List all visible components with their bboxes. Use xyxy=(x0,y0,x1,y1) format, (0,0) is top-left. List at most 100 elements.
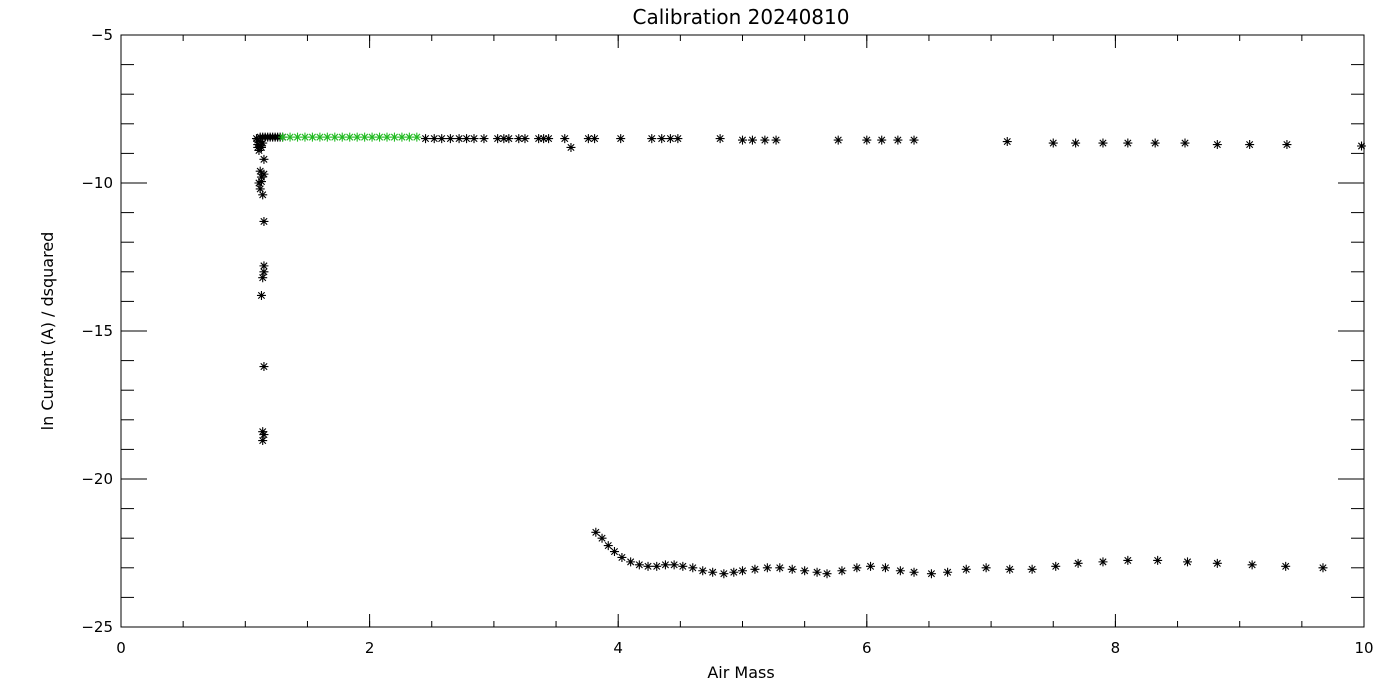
data-point-1 xyxy=(652,561,662,571)
data-point-1 xyxy=(597,533,607,543)
data-point-2 xyxy=(360,132,370,142)
data-point-1 xyxy=(634,560,644,570)
data-point-1 xyxy=(833,135,843,145)
data-point-1 xyxy=(678,561,688,571)
x-tick-label: 0 xyxy=(116,639,126,657)
data-point-1 xyxy=(499,134,509,144)
data-point-1 xyxy=(1318,563,1328,573)
data-point-1 xyxy=(698,566,708,576)
data-point-1 xyxy=(1180,138,1190,148)
data-point-1 xyxy=(258,190,268,200)
data-point-1 xyxy=(591,527,601,537)
data-point-1 xyxy=(258,138,268,148)
data-point-1 xyxy=(1071,138,1081,148)
data-point-1 xyxy=(877,135,887,145)
data-point-1 xyxy=(961,564,971,574)
data-point-1 xyxy=(862,135,872,145)
data-point-2 xyxy=(315,132,325,142)
data-point-2 xyxy=(300,132,310,142)
y-tick-label: −10 xyxy=(81,174,113,192)
data-point-1 xyxy=(1048,138,1058,148)
y-tick-label: −15 xyxy=(81,322,113,340)
data-point-2 xyxy=(375,132,385,142)
data-point-1 xyxy=(1027,564,1037,574)
data-point-1 xyxy=(1281,561,1291,571)
data-point-1 xyxy=(852,563,862,573)
x-axis: 0 2 4 6 8 10 xyxy=(116,35,1374,657)
data-point-1 xyxy=(256,290,266,300)
data-point-1 xyxy=(544,134,554,144)
data-point-1 xyxy=(560,134,570,144)
data-point-1 xyxy=(837,566,847,576)
data-point-2 xyxy=(352,132,362,142)
data-point-1 xyxy=(609,547,619,557)
data-point-2 xyxy=(345,132,355,142)
data-point-1 xyxy=(616,134,626,144)
data-point-1 xyxy=(479,134,489,144)
data-point-1 xyxy=(981,563,991,573)
data-point-1 xyxy=(665,134,675,144)
data-point-1 xyxy=(493,134,503,144)
data-point-1 xyxy=(669,560,679,570)
data-point-1 xyxy=(750,564,760,574)
data-point-1 xyxy=(626,557,636,567)
y-tick-label: −20 xyxy=(81,470,113,488)
data-point-2 xyxy=(412,132,422,142)
data-point-2 xyxy=(382,132,392,142)
data-point-1 xyxy=(729,567,739,577)
data-point-1 xyxy=(762,563,772,573)
data-point-2 xyxy=(397,132,407,142)
data-point-1 xyxy=(421,134,431,144)
data-point-2 xyxy=(278,132,288,142)
data-point-1 xyxy=(259,154,269,164)
data-point-1 xyxy=(1002,137,1012,147)
data-point-1 xyxy=(800,566,810,576)
data-point-1 xyxy=(259,267,269,277)
x-tick-label: 10 xyxy=(1354,639,1373,657)
data-point-1 xyxy=(1150,138,1160,148)
data-point-1 xyxy=(445,134,455,144)
data-point-1 xyxy=(895,566,905,576)
data-point-1 xyxy=(909,135,919,145)
data-point-1 xyxy=(566,142,576,152)
data-point-1 xyxy=(256,142,266,152)
data-point-2 xyxy=(367,132,377,142)
data-point-1 xyxy=(437,134,447,144)
data-point-1 xyxy=(258,273,268,283)
data-point-1 xyxy=(1123,555,1133,565)
data-point-2 xyxy=(337,132,347,142)
data-point-1 xyxy=(647,134,657,144)
data-point-2 xyxy=(307,132,317,142)
data-point-1 xyxy=(255,166,265,176)
data-point-1 xyxy=(454,134,464,144)
data-point-1 xyxy=(1098,557,1108,567)
data-point-1 xyxy=(643,561,653,571)
data-point-1 xyxy=(771,135,781,145)
data-point-1 xyxy=(617,552,627,562)
data-point-1 xyxy=(259,261,269,271)
data-points xyxy=(251,132,1367,579)
data-point-1 xyxy=(1245,140,1255,150)
data-point-2 xyxy=(322,132,332,142)
data-point-1 xyxy=(738,135,747,145)
data-point-1 xyxy=(909,567,919,577)
data-point-1 xyxy=(1182,557,1192,567)
data-point-1 xyxy=(583,134,593,144)
data-point-1 xyxy=(880,563,890,573)
data-point-2 xyxy=(389,132,399,142)
data-point-1 xyxy=(469,134,479,144)
data-point-1 xyxy=(603,541,613,551)
data-point-1 xyxy=(673,134,683,144)
x-tick-label: 4 xyxy=(613,639,623,657)
data-point-1 xyxy=(254,178,264,188)
data-point-1 xyxy=(259,216,269,226)
data-point-1 xyxy=(787,564,797,574)
data-point-1 xyxy=(657,134,667,144)
data-point-1 xyxy=(520,134,530,144)
data-point-1 xyxy=(590,134,600,144)
data-point-1 xyxy=(255,184,265,194)
y-tick-label: −5 xyxy=(91,26,113,44)
chart-title: Calibration 20240810 xyxy=(633,5,850,29)
data-point-1 xyxy=(1282,140,1292,150)
